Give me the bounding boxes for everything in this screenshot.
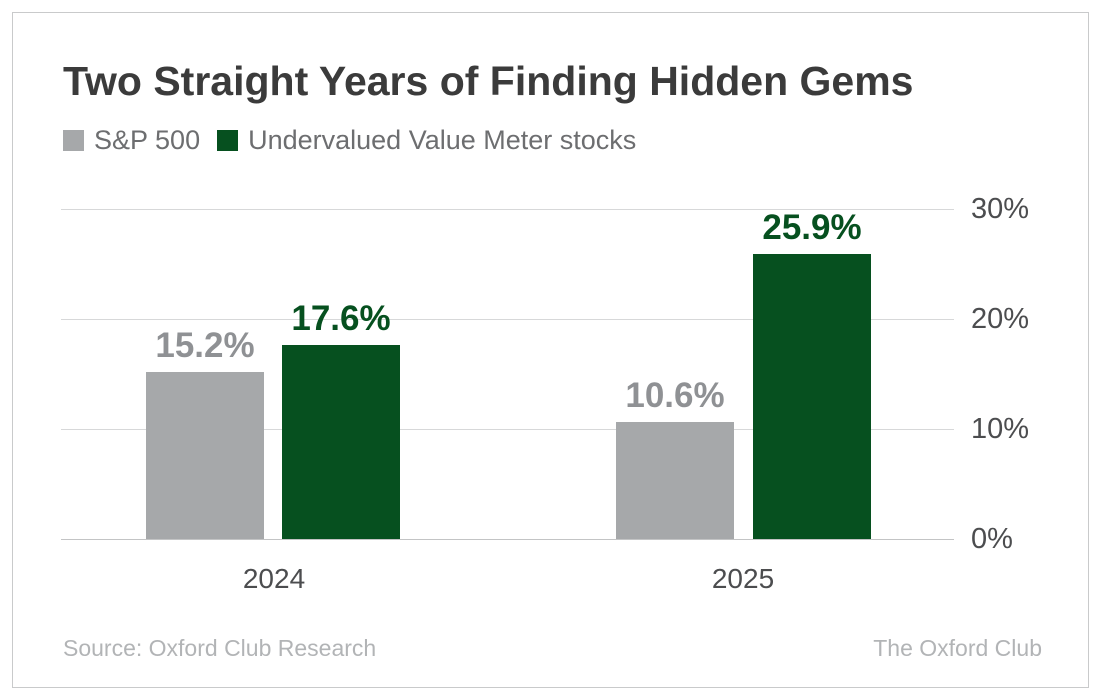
- y-axis-tick-20: 20%: [971, 303, 1030, 335]
- x-axis-label-2024: 2024: [242, 563, 306, 594]
- value-label-2025-value-meter: 25.9%: [762, 208, 862, 248]
- bar-group-2024-sp500: 15.2%: [146, 209, 264, 539]
- chart-frame: Two Straight Years of Finding Hidden Gem…: [12, 12, 1089, 688]
- source-note: Source: Oxford Club Research: [63, 635, 377, 661]
- y-axis-tick-10: 10%: [971, 413, 1030, 445]
- legend: S&P 500 Undervalued Value Meter stocks: [63, 125, 636, 156]
- chart-title: Two Straight Years of Finding Hidden Gem…: [63, 58, 914, 104]
- bar-2025-sp500: [616, 422, 734, 539]
- x-axis-label-2025: 2025: [711, 563, 775, 594]
- brand-label: The Oxford Club: [873, 635, 1042, 661]
- y-axis-tick-0: 0%: [971, 523, 1013, 555]
- legend-item-sp500: S&P 500: [63, 125, 200, 156]
- bar-2024-sp500: [146, 371, 264, 539]
- legend-swatch-green-icon: [217, 130, 239, 151]
- gridline-0-baseline: [61, 539, 954, 540]
- legend-swatch-gray-icon: [63, 130, 84, 151]
- bar-group-2025-value-meter: 25.9%: [753, 209, 871, 539]
- bar-2024-value-meter: [282, 345, 400, 539]
- plot-area: 15.2% 17.6% 10.6% 25.9%: [61, 209, 954, 540]
- bar-2025-value-meter: [753, 254, 871, 539]
- gridline-10: [61, 429, 954, 430]
- y-axis-tick-30: 30%: [971, 193, 1030, 225]
- bar-group-2024-value-meter: 17.6%: [282, 209, 400, 539]
- value-label-2024-value-meter: 17.6%: [291, 299, 391, 339]
- bar-group-2025-sp500: 10.6%: [616, 209, 734, 539]
- legend-label-value-meter: Undervalued Value Meter stocks: [248, 125, 637, 155]
- value-label-2024-sp500: 15.2%: [155, 325, 255, 365]
- legend-item-value-meter: Undervalued Value Meter stocks: [217, 125, 636, 156]
- gridline-20: [61, 319, 954, 320]
- legend-label-sp500: S&P 500: [94, 125, 201, 155]
- gridline-30: [61, 209, 954, 210]
- value-label-2025-sp500: 10.6%: [625, 376, 725, 416]
